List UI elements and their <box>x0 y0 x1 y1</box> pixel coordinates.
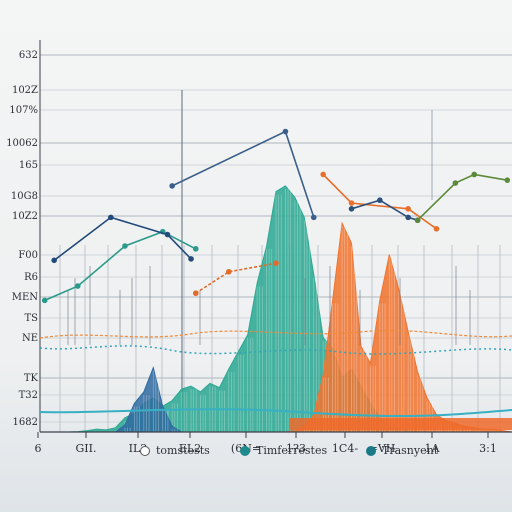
line-point <box>41 297 48 304</box>
x-tick-label: 6 <box>35 442 42 455</box>
line-point <box>320 171 327 178</box>
y-tick-label: NE <box>22 333 38 344</box>
line-point <box>377 197 383 204</box>
y-tick-label: 165 <box>19 160 38 171</box>
x-tick-label: 1C4- <box>332 442 358 455</box>
line-point <box>164 231 171 238</box>
x-tick-label: 3:1 <box>479 442 497 455</box>
line-point <box>471 171 478 178</box>
line-point <box>192 290 199 297</box>
line-point <box>74 283 81 289</box>
line-point <box>108 214 114 221</box>
line-point <box>310 214 317 221</box>
orange-floor-band <box>290 418 512 430</box>
line-series-5 <box>351 199 418 221</box>
legend-item-2: Timferrestes <box>240 444 327 457</box>
x-tick-label: GII. <box>76 442 97 455</box>
cyan-floor-line <box>39 408 512 418</box>
line-point <box>348 200 355 206</box>
x-tick-label: 1A <box>425 442 441 455</box>
y-tick-label: TK <box>24 373 39 384</box>
y-tick-label: TS <box>24 313 38 324</box>
x-tick-label: EL2 <box>179 442 201 455</box>
line-point <box>188 256 194 262</box>
legend: tomstests Timferrestes Trasnyent <box>0 438 512 468</box>
legend-label: Trasnyent <box>382 444 439 457</box>
line-series-3 <box>195 262 277 294</box>
line-point <box>226 268 232 275</box>
y-tick-label: 632 <box>19 50 38 61</box>
y-axis-ticks: 632 102Z 107% 10062 165 10G8 10Z2 F00 R6 MEN TS NE T… <box>6 50 38 428</box>
line-point <box>122 243 128 249</box>
line-point <box>192 246 199 252</box>
y-tick-label: 10Z2 <box>12 211 38 222</box>
line-series-4 <box>322 173 437 230</box>
y-tick-label: 10062 <box>6 138 38 149</box>
line-point <box>169 183 175 189</box>
y-tick-label: R6 <box>24 272 38 283</box>
line-point <box>273 260 279 266</box>
line-point <box>51 257 57 264</box>
legend-swatch-icon <box>240 445 250 456</box>
y-tick-label: 102Z <box>12 85 38 96</box>
legend-item-1: tomstests <box>140 444 210 457</box>
line-point <box>405 206 411 212</box>
line-point <box>452 180 459 186</box>
y-tick-label: T32 <box>19 390 38 401</box>
line-point <box>504 177 511 183</box>
legend-item-3: Trasnyent <box>366 444 438 457</box>
x-tick-label: 1?3 <box>286 442 306 455</box>
legend-label: Timferrestes <box>256 444 328 457</box>
legend-swatch-icon <box>366 445 376 456</box>
y-tick-label: 10G8 <box>11 191 38 202</box>
line-series <box>41 128 511 304</box>
line-point <box>348 206 355 212</box>
line-series-1 <box>53 216 192 261</box>
y-tick-label: F00 <box>18 250 38 261</box>
y-tick-label: 1682 <box>13 417 38 428</box>
line-point <box>433 226 440 232</box>
line-series-6 <box>417 173 508 221</box>
legend-label: tomstests <box>156 444 210 457</box>
legend-swatch-icon <box>140 445 150 456</box>
y-tick-label: MEN <box>12 292 39 303</box>
line-point <box>405 214 411 221</box>
line-point <box>414 217 421 224</box>
orange-dotted-baseline <box>39 329 512 339</box>
y-tick-label: 107% <box>9 105 38 116</box>
line-point <box>282 128 289 135</box>
